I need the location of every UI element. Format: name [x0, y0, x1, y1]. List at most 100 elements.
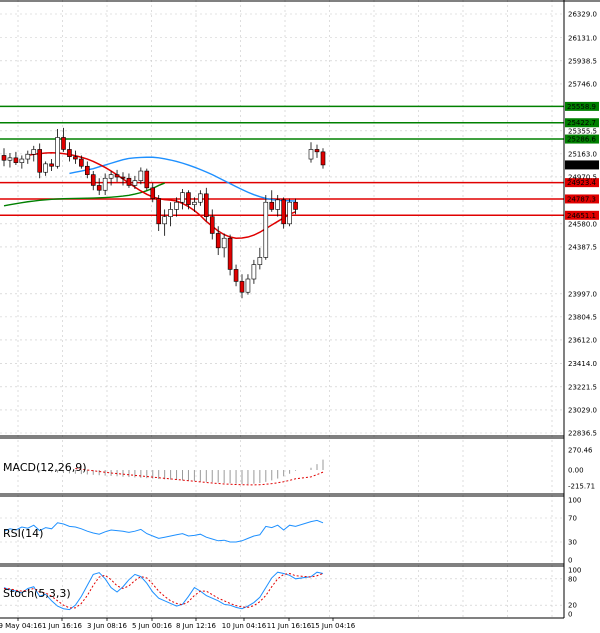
candle-body — [209, 216, 215, 234]
candle-body — [287, 201, 292, 225]
candle-body — [79, 158, 84, 167]
level-tag — [565, 101, 599, 111]
time-tick-label: 11 Jun 16:16 — [267, 622, 312, 630]
time-tick-label: 8 Jun 12:16 — [176, 622, 217, 630]
candle-body — [227, 237, 233, 270]
candle-body — [204, 193, 209, 217]
candle-body — [90, 174, 96, 186]
time-tick-label: 5 Jun 00:16 — [132, 622, 173, 630]
level-label: 24787.3 — [567, 195, 596, 203]
candle-body — [168, 209, 173, 217]
candle-body — [150, 187, 156, 199]
price-levels: 25558.9 25422.7 25286.6 24923.4 24787.3 24651… — [0, 101, 599, 220]
candle-body — [67, 149, 72, 157]
ma-blue-line — [69, 156, 296, 202]
candle-body — [257, 257, 263, 265]
candle-body — [245, 278, 251, 293]
macd-label: MACD(12,26,9) — [3, 461, 87, 474]
candle-body — [85, 165, 90, 175]
candle-body — [314, 149, 320, 153]
time-tick-label: 15 Jun 04:16 — [311, 622, 356, 630]
candle-body — [281, 199, 286, 225]
candle-body — [263, 201, 269, 258]
candle-body — [19, 158, 25, 163]
candle-body — [13, 157, 19, 163]
level-tag — [565, 194, 599, 204]
candle-body — [120, 176, 126, 179]
macd-signal-line — [75, 468, 324, 486]
rsi-tick-label: 70 — [568, 515, 577, 523]
level-tag — [565, 210, 599, 220]
time-tick-label: 1 Jun 16:16 — [42, 622, 83, 630]
ma-green-line — [3, 182, 165, 207]
macd-tick-label: 0.00 — [568, 467, 584, 475]
candle-body — [1, 155, 7, 161]
price-tick-label: 23029.0 — [568, 406, 597, 414]
candle-body — [37, 149, 43, 173]
level-tag — [565, 178, 599, 188]
time-tick-label: 10 Jun 04:16 — [222, 622, 267, 630]
time-tick-label: 3 Jun 08:16 — [87, 622, 128, 630]
stoch-main-line — [3, 571, 324, 611]
macd-tick-label: -215.71 — [568, 483, 595, 491]
price-tick-label: 26131.0 — [568, 34, 597, 42]
stoch-tick-label: 80 — [568, 575, 577, 583]
axis-labels: 25071.0 26329.0 26131.0 25938.5 25746.0 25355… — [0, 11, 599, 630]
grid-lines — [0, 0, 564, 618]
candle-body — [61, 137, 66, 150]
candles — [1, 127, 326, 299]
rsi-tick-label: 100 — [568, 497, 581, 505]
candle-body — [102, 177, 108, 191]
price-tick-label: 24387.5 — [568, 243, 597, 251]
stoch-tick-label: 100 — [568, 567, 581, 575]
candle-body — [96, 185, 102, 191]
candle-body — [215, 233, 221, 249]
time-tick-label: 29 May 04:16 — [0, 622, 43, 630]
candle-body — [174, 201, 179, 210]
candle-body — [293, 201, 298, 210]
price-tick-label: 25746.0 — [568, 80, 597, 88]
price-tick-label: 24580.0 — [568, 220, 597, 228]
stoch-tick-label: 0 — [568, 611, 572, 619]
candle-body — [132, 180, 138, 186]
level-tag — [565, 134, 599, 144]
candle-body — [49, 163, 54, 167]
candle-body — [162, 216, 167, 225]
moving-averages — [3, 152, 296, 239]
candle-body — [221, 237, 227, 249]
rsi-panel: RSI(14) — [0, 517, 564, 543]
price-tick-label: 22836.5 — [568, 430, 597, 438]
ma-red-line — [27, 152, 296, 239]
stoch-tick-label: 20 — [568, 602, 577, 610]
candle-body — [7, 157, 13, 161]
price-tick-label: 24970.5 — [568, 173, 597, 181]
price-tick-label: 23414.0 — [568, 360, 597, 368]
rsi-line — [3, 519, 324, 543]
stoch-panel: Stoch(5,3,3) — [0, 571, 564, 611]
price-tick-label: 25938.5 — [568, 57, 597, 65]
candle-body — [198, 193, 203, 203]
candle-body — [269, 201, 275, 210]
candle-body — [233, 269, 239, 282]
level-label: 25422.7 — [567, 119, 596, 127]
level-label: 24651.1 — [567, 212, 596, 220]
current-price-label: 25071.0 — [567, 161, 596, 169]
candle-body — [192, 201, 197, 205]
level-label: 24923.4 — [567, 179, 596, 187]
macd-panel: MACD(12,26,9) — [3, 459, 324, 486]
rsi-label: RSI(14) — [3, 527, 43, 540]
rsi-tick-label: 30 — [568, 539, 577, 547]
candle-body — [126, 177, 132, 186]
macd-tick-label: 270.46 — [568, 447, 593, 455]
rsi-tick-label: 0 — [568, 557, 572, 565]
candle-body — [55, 137, 60, 167]
level-tag — [565, 118, 599, 128]
price-tick-label: 23221.5 — [568, 383, 597, 391]
current-price-tag — [565, 160, 599, 170]
candle-body — [114, 174, 120, 178]
candle-body — [25, 153, 31, 160]
level-label: 25558.9 — [567, 103, 596, 111]
candle-body — [239, 281, 245, 293]
